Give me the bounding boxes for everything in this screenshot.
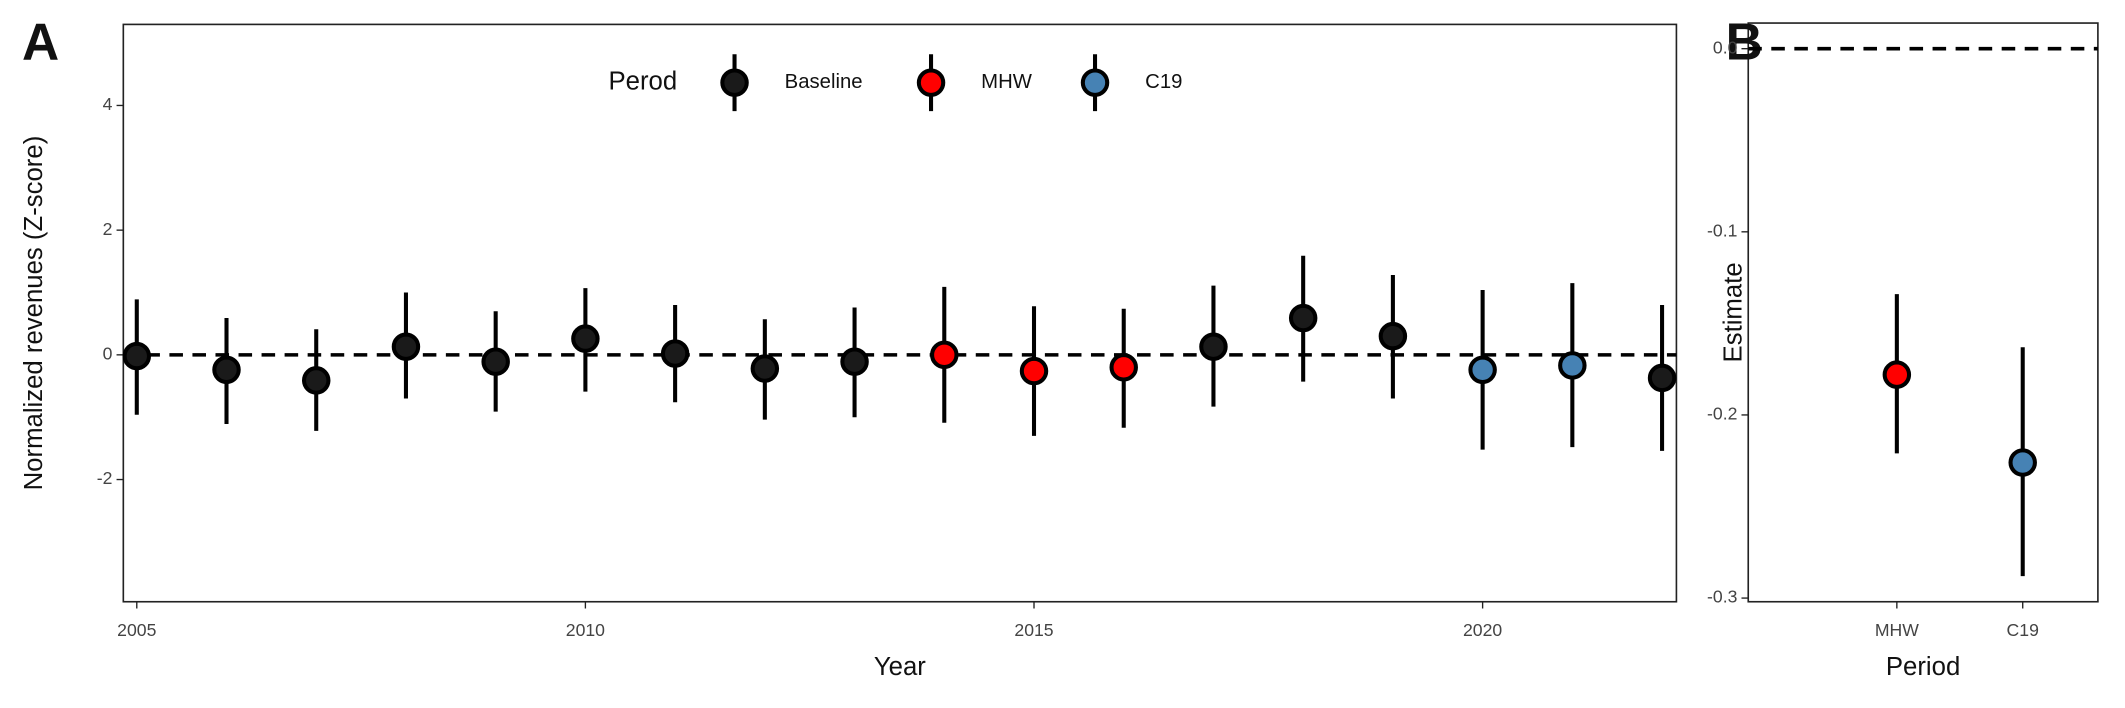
point bbox=[750, 354, 780, 383]
plot-frame bbox=[122, 23, 1678, 603]
point bbox=[1468, 355, 1497, 385]
x-tick-label: C19 bbox=[2007, 620, 2039, 640]
point bbox=[1288, 303, 1318, 333]
point bbox=[930, 340, 959, 370]
point bbox=[1019, 356, 1049, 386]
legend-label: Baseline bbox=[785, 71, 863, 93]
legend-label: MHW bbox=[981, 71, 1033, 93]
point bbox=[840, 347, 869, 376]
point bbox=[571, 324, 600, 353]
y-axis-title: Normalized revenues (Z-score) bbox=[20, 136, 48, 491]
legend-label: C19 bbox=[1145, 71, 1182, 93]
legend-swatch bbox=[720, 68, 749, 97]
x-tick-label: 2010 bbox=[566, 620, 605, 640]
point bbox=[1109, 353, 1138, 382]
y-axis-title: Estimate bbox=[1719, 262, 1747, 362]
y-tick-label: -0.1 bbox=[1707, 220, 1737, 240]
point bbox=[1558, 351, 1587, 380]
y-tick-label: 0 bbox=[103, 344, 113, 364]
point bbox=[1647, 363, 1677, 393]
x-tick-label: 2015 bbox=[1014, 620, 1053, 640]
point bbox=[1882, 360, 1912, 389]
legend-title: Perod bbox=[608, 67, 677, 95]
point bbox=[2008, 448, 2037, 477]
x-tick-label: MHW bbox=[1875, 620, 1919, 640]
legend-swatch bbox=[1080, 68, 1110, 97]
panel-label: A bbox=[22, 13, 59, 71]
y-tick-label: -0.3 bbox=[1707, 587, 1738, 607]
legend-swatch bbox=[916, 68, 946, 97]
y-tick-label: 4 bbox=[103, 94, 113, 114]
point bbox=[122, 341, 152, 371]
point bbox=[1378, 321, 1408, 351]
y-tick-label: 2 bbox=[103, 219, 113, 239]
panel-label: B bbox=[1726, 13, 1763, 71]
x-tick-label: 2020 bbox=[1463, 620, 1502, 640]
y-tick-label: 0.0 bbox=[1713, 37, 1738, 57]
point bbox=[1199, 332, 1228, 361]
point bbox=[481, 347, 510, 376]
x-axis-title: Period bbox=[1886, 653, 1960, 681]
x-tick-label: 2005 bbox=[117, 620, 156, 640]
point bbox=[212, 355, 241, 385]
x-axis-title: Year bbox=[874, 653, 926, 681]
plot-frame bbox=[1747, 22, 2099, 603]
point bbox=[660, 339, 690, 368]
y-tick-label: -0.2 bbox=[1707, 404, 1737, 424]
point bbox=[301, 366, 331, 395]
point bbox=[391, 332, 421, 361]
y-tick-label: -2 bbox=[97, 468, 113, 488]
